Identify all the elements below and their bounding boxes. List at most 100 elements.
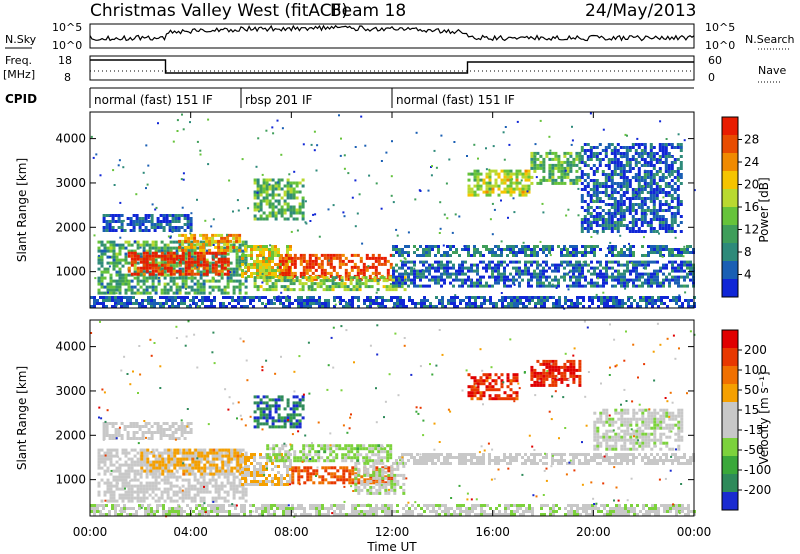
heatmap-cell [518, 275, 521, 279]
heatmap-cell [103, 267, 107, 271]
heatmap-cell [195, 305, 198, 308]
heatmap-cell [193, 499, 197, 503]
heatmap-cell [395, 263, 398, 267]
heatmap-cell [300, 302, 303, 305]
heatmap-cell [467, 248, 470, 251]
heatmap-cell [375, 299, 378, 302]
heatmap-cell [202, 254, 206, 258]
heatmap-cell [438, 299, 441, 302]
heatmap-cell [614, 254, 617, 257]
heatmap-cell [193, 236, 197, 240]
heatmap-cell [109, 261, 113, 265]
scatter-echo [146, 183, 149, 186]
heatmap-cell [142, 246, 146, 250]
nsky-tick-bottom: 10^0 [52, 39, 82, 52]
heatmap-cell [97, 249, 101, 253]
heatmap-cell [267, 302, 270, 305]
heatmap-cell [628, 212, 632, 215]
heatmap-cell [560, 260, 563, 264]
heatmap-cell [515, 269, 518, 273]
heatmap-cell [587, 281, 590, 285]
heatmap-cell [130, 466, 134, 470]
heatmap-cell [551, 151, 555, 155]
heatmap-cell [152, 463, 156, 467]
scatter-echo [488, 168, 491, 171]
heatmap-cell [554, 278, 557, 282]
scatter-echo [492, 145, 495, 148]
heatmap-cell [479, 281, 482, 285]
heatmap-cell [197, 466, 201, 470]
heatmap-cell [604, 221, 608, 224]
heatmap-cell [235, 279, 239, 283]
scatter-echo [271, 126, 274, 129]
heatmap-cell [159, 214, 163, 217]
heatmap-cell [100, 291, 104, 295]
heatmap-cell [667, 191, 671, 194]
heatmap-cell [171, 299, 174, 302]
heatmap-cell [205, 239, 209, 243]
heatmap-cell [241, 275, 244, 278]
scatter-echo [265, 129, 268, 132]
heatmap-cell [286, 251, 289, 254]
heatmap-cell [171, 296, 174, 299]
heatmap-cell [673, 170, 677, 173]
heatmap-cell [160, 263, 164, 267]
heatmap-cell [157, 496, 161, 500]
heatmap-cell [628, 164, 632, 167]
heatmap-cell [109, 490, 113, 494]
heatmap-cell [670, 212, 674, 215]
heatmap-cell [277, 193, 281, 197]
heatmap-cell [500, 248, 503, 251]
heatmap-cell [524, 254, 527, 257]
scatter-echo [313, 130, 316, 133]
heatmap-cell [584, 263, 587, 267]
heatmap-cell [649, 224, 653, 227]
heatmap-cell [139, 243, 143, 247]
heatmap-cell [676, 194, 680, 197]
heatmap-cell [665, 266, 668, 270]
scatter-echo [119, 236, 122, 239]
heatmap-cell [628, 185, 632, 188]
heatmap-cell [676, 197, 680, 200]
heatmap-cell [103, 481, 107, 485]
heatmap-cell [274, 272, 277, 275]
heatmap-cell [620, 263, 623, 267]
heatmap-cell [114, 299, 117, 302]
heatmap-cell [679, 164, 683, 167]
heatmap-cell [229, 239, 233, 243]
heatmap-cell [634, 203, 638, 206]
heatmap-cell [586, 158, 590, 161]
heatmap-cell [347, 277, 351, 281]
heatmap-cell [380, 256, 384, 260]
heatmap-cell [271, 260, 274, 263]
heatmap-cell [100, 466, 104, 470]
heatmap-cell [485, 248, 488, 251]
heatmap-cell [304, 282, 308, 286]
heatmap-cell [396, 299, 399, 302]
heatmap-cell [461, 269, 464, 273]
heatmap-cell [142, 270, 146, 274]
heatmap-cell [598, 215, 602, 218]
heatmap-cell [127, 249, 131, 253]
heatmap-cell [398, 281, 401, 285]
heatmap-cell [146, 463, 150, 467]
heatmap-cell [413, 260, 416, 264]
heatmap-cell [495, 305, 498, 308]
heatmap-cell [235, 475, 239, 479]
heatmap-cell [145, 490, 149, 494]
heatmap-cell [334, 285, 338, 289]
heatmap-cell [653, 251, 656, 254]
heatmap-cell [616, 200, 620, 203]
power-scatter [90, 112, 696, 310]
heatmap-cell [186, 223, 190, 226]
heatmap-cell [598, 206, 602, 209]
heatmap-cell [607, 215, 611, 218]
heatmap-cell [256, 276, 260, 280]
heatmap-cell [340, 279, 344, 283]
heatmap-cell [169, 288, 173, 292]
heatmap-cell [151, 266, 155, 270]
heatmap-cell [241, 454, 245, 458]
heatmap-cell [175, 257, 179, 261]
heatmap-cell [542, 284, 545, 288]
heatmap-cell [199, 448, 203, 452]
